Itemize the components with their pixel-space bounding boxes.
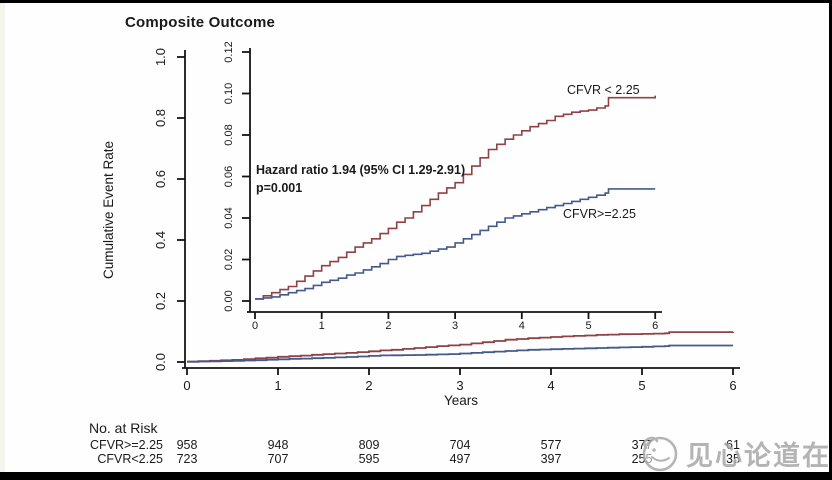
series-label-cfvr-ge: CFVR>=2.25: [563, 207, 636, 221]
survival-curve: [255, 188, 656, 300]
right-frame-bar: [829, 0, 832, 480]
x-tick-label: 1: [274, 378, 281, 393]
p-value-annotation: p=0.001: [256, 181, 302, 195]
y-tick-label: 0.00: [223, 290, 235, 311]
x-tick-label: 1: [319, 320, 325, 332]
x-tick-label: 6: [652, 320, 658, 332]
survival-curve: [187, 344, 733, 363]
x-tick-label: 5: [638, 378, 645, 393]
risk-value: 35: [726, 452, 740, 466]
main-x-axis-label: Years: [444, 393, 478, 408]
risk-value: 577: [540, 438, 562, 452]
risk-table-title: No. at Risk: [89, 420, 158, 436]
main-y-axis-label: Cumulative Event Rate: [101, 141, 116, 279]
hazard-ratio-annotation: Hazard ratio 1.94 (95% CI 1.29-2.91): [256, 163, 465, 177]
risk-value: 958: [176, 438, 198, 452]
y-tick-label: 1.0: [153, 48, 168, 66]
x-tick-label: 0: [183, 378, 190, 393]
risk-value: 497: [449, 452, 471, 466]
risk-value: 704: [449, 438, 471, 452]
risk-value: 595: [358, 452, 380, 466]
y-tick-label: 0.08: [223, 124, 235, 145]
x-tick-label: 6: [729, 378, 736, 393]
risk-value: 255: [631, 452, 653, 466]
risk-value: 948: [267, 438, 289, 452]
y-tick-label: 0.2: [153, 292, 168, 310]
top-frame-bar: [0, 0, 832, 3]
y-tick-label: 0.10: [223, 83, 235, 104]
x-tick-label: 4: [547, 378, 554, 393]
x-tick-label: 3: [452, 320, 458, 332]
y-tick-label: 0.6: [153, 170, 168, 188]
x-tick-label: 0: [252, 320, 258, 332]
x-tick-label: 4: [519, 320, 525, 332]
y-tick-label: 0.0: [153, 353, 168, 371]
y-tick-label: 0.4: [153, 231, 168, 249]
y-tick-label: 0.12: [223, 41, 235, 62]
chart-title: Composite Outcome: [125, 14, 276, 31]
x-tick-label: 2: [365, 378, 372, 393]
risk-value: 809: [358, 438, 380, 452]
y-tick-label: 0.02: [223, 249, 235, 270]
left-margin-strip: [0, 0, 5, 472]
x-tick-label: 5: [585, 320, 591, 332]
risk-value: 377: [631, 438, 653, 452]
inset-plot-area: 0.00 0.02 0.04 0.06 0.08 0.10 0.12 0 1 2 3 4 5 6: [223, 41, 662, 332]
series-label-cfvr-lt: CFVR < 2.25: [567, 83, 640, 97]
risk-value: 61: [726, 438, 740, 452]
y-tick-label: 0.8: [153, 109, 168, 127]
y-tick-label: 0.04: [223, 207, 235, 228]
x-tick-label: 2: [385, 320, 391, 332]
bottom-frame-bar: [0, 472, 832, 480]
main-plot-area: 0.0 0.2 0.4 0.6 0.8 1.0 0 1 2 3 4 5 6: [153, 48, 740, 393]
risk-row-label-cfvr-lt: CFVR<2.25: [97, 452, 163, 466]
survival-curve: [187, 331, 734, 363]
x-tick-label: 3: [456, 378, 463, 393]
risk-row-label-cfvr-ge: CFVR>=2.25: [90, 438, 163, 452]
risk-value: 723: [176, 452, 198, 466]
risk-value: 397: [540, 452, 562, 466]
risk-value: 707: [267, 452, 289, 466]
y-tick-label: 0.06: [223, 166, 235, 187]
survival-curve: [255, 95, 656, 300]
